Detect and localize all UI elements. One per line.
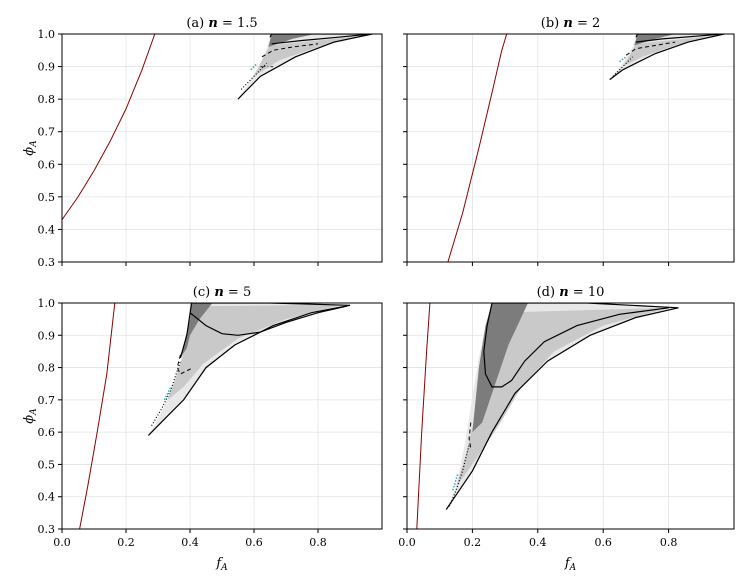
x-tick-label: 0.2: [117, 536, 135, 549]
solid-curve: [492, 303, 679, 309]
cyan-curve: [163, 386, 172, 401]
light-region: [254, 35, 366, 77]
y-tick-label: 0.3: [38, 256, 56, 269]
red-boundary-line: [79, 303, 116, 529]
solid-curve: [147, 304, 351, 436]
solid-curve: [269, 34, 373, 38]
panel-3: 0.0 0.2 0.4 0.6 0.8 (d) n = 10 fA: [398, 285, 735, 573]
panel-1: (b) n = 2: [403, 16, 735, 266]
axes-frame: [61, 33, 383, 263]
dashed-curve: [261, 43, 319, 58]
panel-title: (b) n = 2: [541, 16, 601, 31]
dotted-curve: [448, 444, 470, 507]
panel-2: 0.0 0.2 0.4 0.6 0.8 0.3 0.4 0.5 0.6 0.7 0.8 0.9 1.0 (…: [22, 285, 383, 573]
y-tick-label: 0.5: [38, 458, 56, 471]
light-region: [456, 307, 669, 487]
dark-region: [634, 34, 676, 46]
dashed-curve: [625, 41, 676, 56]
x-tick-label: 0.2: [464, 536, 482, 549]
plot-area: [447, 34, 725, 262]
y-tick-label: 1.0: [38, 297, 56, 310]
x-tick-label: 0.8: [660, 536, 678, 549]
x-tick-label: 0.0: [53, 536, 71, 549]
solid-curve: [609, 34, 725, 81]
solid-curve: [445, 307, 679, 510]
y-tick-label: 0.4: [38, 491, 56, 504]
y-tick-label: 0.9: [38, 61, 56, 74]
y-axis-label: ϕA: [22, 140, 39, 156]
y-axis-label: ϕA: [22, 408, 39, 424]
dotted-curve: [151, 360, 181, 427]
solid-curve: [483, 303, 669, 388]
x-tick-label: 0.6: [245, 536, 263, 549]
x-tick-label: 0.0: [398, 536, 416, 549]
panel-title: (a) n = 1.5: [186, 16, 257, 31]
dashed-curve: [468, 422, 472, 449]
y-tick-label: 0.6: [38, 158, 56, 171]
solid-curve: [237, 34, 373, 100]
axes-frame: [406, 302, 735, 530]
y-tick-label: 1.0: [38, 28, 56, 41]
solid-curve: [635, 34, 725, 38]
dark-region: [268, 34, 315, 47]
panel-title: (d) n = 10: [537, 285, 605, 300]
y-tick-label: 0.5: [38, 191, 56, 204]
panel-0: 0.3 0.4 0.5 0.6 0.7 0.8 0.9 1.0 (a) n = 1.5 ϕA: [22, 16, 383, 269]
x-tick-label: 0.4: [181, 536, 199, 549]
solid-curve: [179, 303, 351, 359]
red-boundary-line: [62, 34, 156, 220]
red-boundary-line: [416, 303, 431, 529]
x-axis-label: fA: [564, 556, 577, 573]
solid-curve: [635, 34, 723, 43]
y-tick-label: 0.3: [38, 523, 56, 536]
red-boundary-line: [447, 34, 508, 262]
x-axis-label: fA: [215, 556, 228, 573]
cyan-curve: [619, 56, 627, 63]
y-tick-label: 0.6: [38, 426, 56, 439]
y-tick-label: 0.8: [38, 93, 56, 106]
y-tick-label: 0.4: [38, 223, 56, 236]
light-region: [622, 35, 718, 67]
plot-area: [62, 34, 373, 220]
plot-area: [416, 303, 679, 529]
axes-frame: [61, 302, 383, 530]
dark-region: [180, 303, 213, 358]
axes-frame: [406, 33, 735, 263]
dotted-curve: [240, 62, 268, 90]
y-tick-label: 0.8: [38, 362, 56, 375]
solid-curve: [189, 305, 347, 336]
x-tick-label: 0.4: [529, 536, 547, 549]
y-tick-label: 0.9: [38, 329, 56, 342]
x-tick-label: 0.8: [309, 536, 327, 549]
panel-title: (c) n = 5: [193, 285, 251, 300]
y-tick-label: 0.7: [38, 126, 56, 139]
solid-curve: [271, 34, 371, 45]
dashed-curve: [176, 354, 194, 375]
y-tick-label: 0.7: [38, 394, 56, 407]
plot-area: [79, 303, 351, 529]
x-tick-label: 0.6: [594, 536, 612, 549]
